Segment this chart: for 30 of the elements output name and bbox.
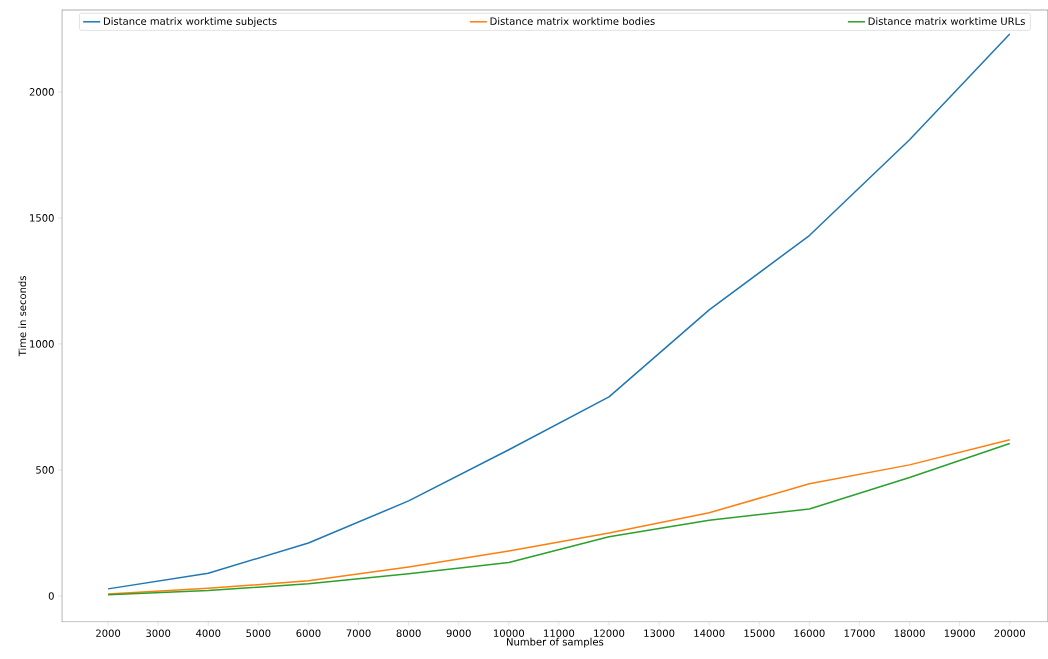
x-tick-label: 11000 — [544, 629, 575, 638]
x-tick-label: 8000 — [396, 629, 421, 638]
x-tick-label: 6000 — [296, 629, 321, 638]
x-tick-label: 19000 — [944, 629, 975, 638]
y-tick-label: 500 — [36, 466, 54, 474]
x-tick-label: 7000 — [346, 629, 371, 638]
x-tick-label: 15000 — [744, 629, 775, 638]
line-series — [107, 33, 1011, 590]
y-tick-label: 0 — [48, 592, 54, 600]
x-axis-title: Number of samples — [507, 637, 604, 648]
x-tick-label: 14000 — [694, 629, 725, 638]
x-tick-label: 3000 — [146, 629, 171, 638]
legend-label: Distance matrix worktime subjects — [103, 17, 277, 27]
y-axis-title: Time in seconds — [18, 276, 27, 357]
x-tick-label: 5000 — [246, 629, 271, 638]
y-tick-label: 2000 — [29, 88, 54, 96]
x-tick-label: 4000 — [196, 629, 221, 638]
legend-label: Distance matrix worktime bodies — [490, 17, 655, 26]
x-tick-label: 20000 — [994, 629, 1025, 638]
y-tick-label: 1000 — [30, 340, 54, 348]
x-tick-label: 13000 — [644, 629, 675, 638]
legend-label: Distance matrix worktime URLs — [868, 17, 1025, 26]
x-tick-label: 16000 — [794, 629, 825, 638]
x-tick-label: 12000 — [594, 629, 625, 638]
x-tick-label: 2000 — [96, 629, 121, 638]
x-tick-label: 17000 — [844, 629, 875, 638]
x-tick-label: 18000 — [894, 629, 925, 638]
y-tick-label: 1500 — [30, 214, 54, 222]
x-tick-label: 10000 — [494, 629, 525, 638]
x-tick-label: 9000 — [446, 629, 471, 638]
